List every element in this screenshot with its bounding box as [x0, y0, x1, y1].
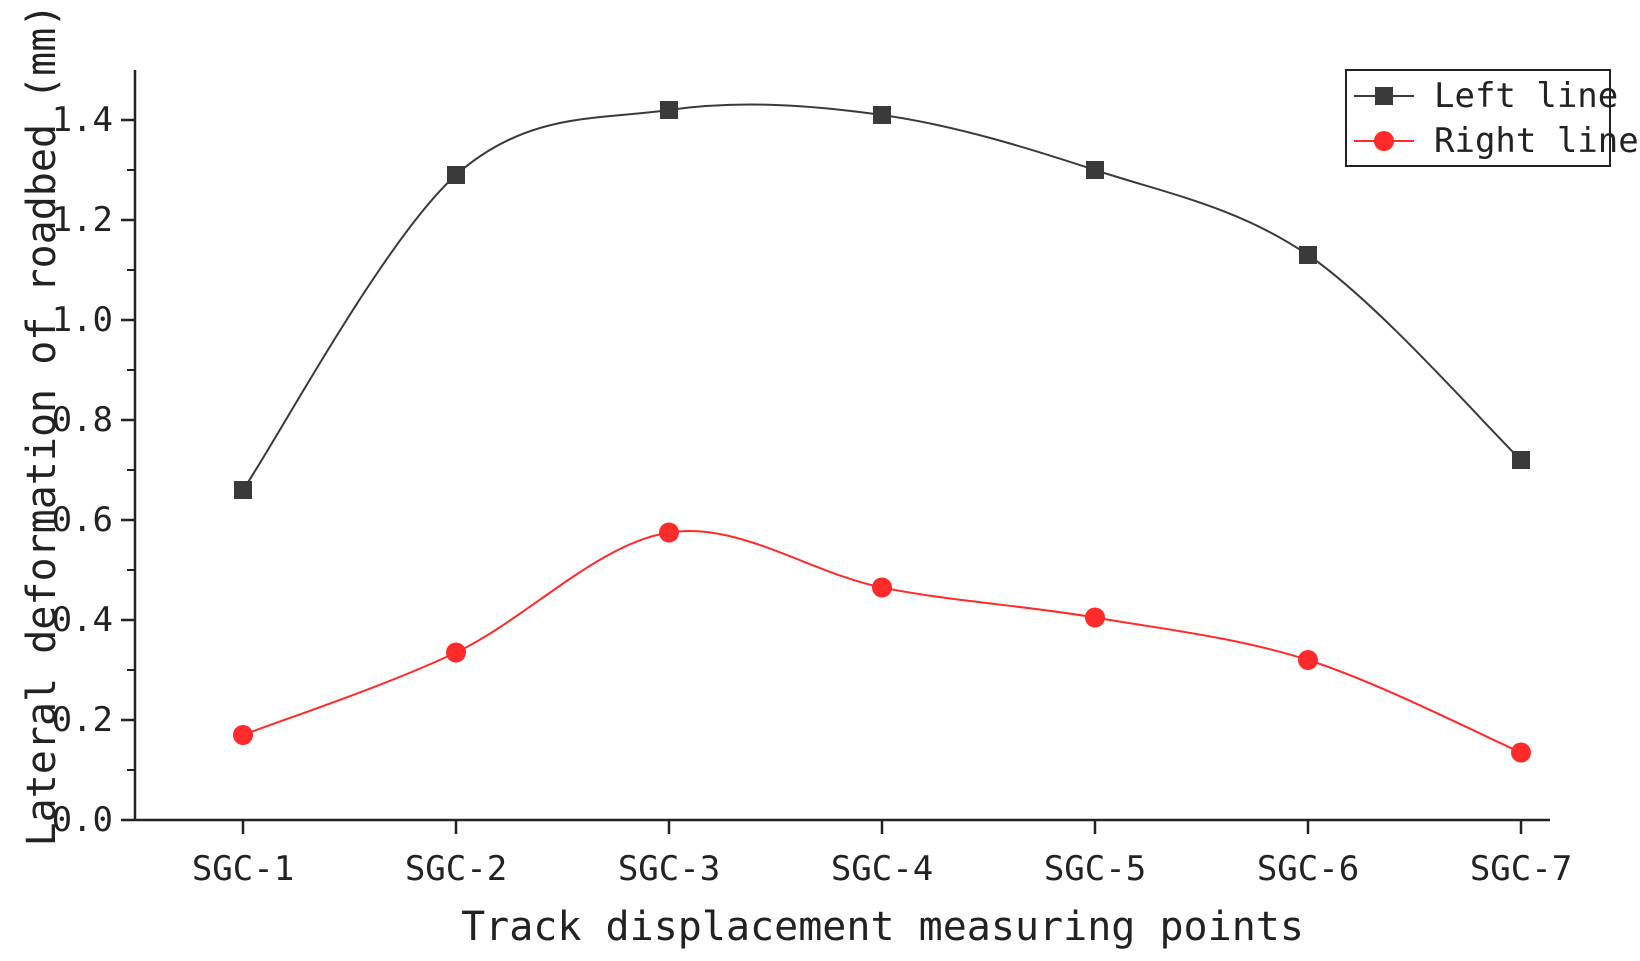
data-point-circle: [1511, 742, 1531, 763]
y-tick-label: 0.0: [52, 800, 113, 840]
series-line: [242, 103, 1522, 491]
data-point-square: [873, 106, 891, 124]
legend-item: Right line: [1354, 121, 1639, 161]
data-point-circle: [1085, 607, 1105, 628]
series-layer: [233, 101, 1531, 763]
y-tick-label: 0.8: [52, 400, 113, 440]
data-point-square: [234, 481, 252, 499]
x-tick-label: SGC-5: [1044, 849, 1146, 889]
data-point-circle: [233, 725, 253, 745]
x-tick-label: SGC-2: [405, 849, 507, 889]
y-tick-label: 0.4: [52, 600, 113, 640]
axes: 0.0 0.2 0.4 0.6 0.8 1.0 1.2 1.4 SGC-1 SGC-2 SGC-3…: [52, 70, 1572, 889]
data-point-square: [447, 166, 465, 184]
y-tick-label: 1.4: [52, 100, 113, 140]
data-point-square: [1086, 161, 1104, 179]
y-tick-label: 1.0: [52, 300, 113, 340]
legend-marker-circle: [1374, 131, 1394, 151]
legend-label: Left line: [1434, 76, 1618, 116]
x-tick-label: SGC-3: [618, 849, 720, 889]
x-tick-label: SGC-7: [1470, 849, 1572, 889]
series-right-line: [233, 522, 1531, 763]
y-axis-ticks: 0.0 0.2 0.4 0.6 0.8 1.0 1.2 1.4: [52, 100, 135, 840]
legend-label: Right line: [1434, 121, 1639, 161]
y-tick-label: 1.2: [52, 200, 113, 240]
legend-item: Left line: [1354, 76, 1618, 116]
data-point-square: [660, 101, 678, 119]
legend-marker-square: [1375, 87, 1393, 105]
data-point-circle: [446, 642, 466, 663]
data-point-circle: [659, 522, 679, 543]
x-tick-label: SGC-4: [831, 849, 933, 889]
legend-box: [1345, 69, 1611, 167]
data-point-circle: [1298, 650, 1318, 670]
y-axis-title: Lateral deformation of roadbed (mm): [19, 4, 65, 847]
y-tick-label: 0.6: [52, 500, 113, 540]
data-point-square: [1512, 451, 1530, 469]
x-tick-label: SGC-1: [192, 849, 294, 889]
y-tick-label: 0.2: [52, 700, 113, 740]
series-left-line: [234, 101, 1530, 499]
x-axis-ticks: SGC-1 SGC-2 SGC-3 SGC-4 SGC-5 SGC-6 SGC-7: [192, 820, 1572, 889]
legend: Left line Right line: [1345, 69, 1639, 167]
x-axis-title: Track displacement measuring points: [461, 904, 1304, 950]
x-tick-label: SGC-6: [1257, 849, 1359, 889]
data-point-circle: [872, 577, 892, 598]
series-line: [242, 530, 1522, 754]
data-point-square: [1299, 246, 1317, 264]
